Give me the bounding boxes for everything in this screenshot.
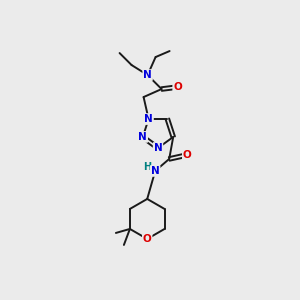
Text: N: N — [144, 114, 153, 124]
Text: O: O — [143, 234, 152, 244]
Text: O: O — [183, 150, 192, 160]
Text: N: N — [154, 143, 162, 153]
Text: H: H — [143, 162, 151, 172]
Text: O: O — [173, 82, 182, 92]
Text: N: N — [138, 132, 147, 142]
Text: N: N — [143, 70, 152, 80]
Text: N: N — [151, 166, 160, 176]
